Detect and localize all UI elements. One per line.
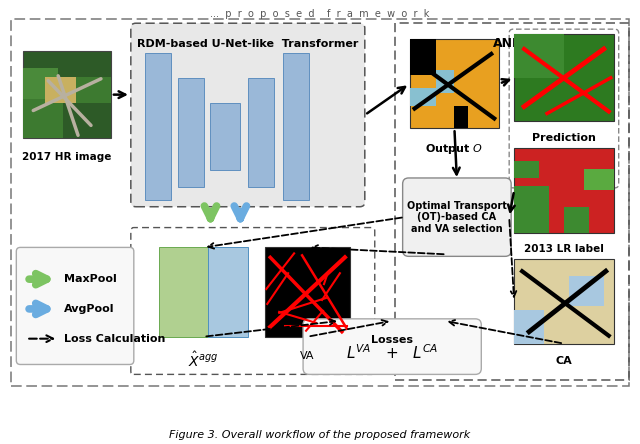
Bar bbox=[23, 95, 63, 138]
Text: MaxPool: MaxPool bbox=[64, 274, 117, 284]
Text: Optimal Transport
(OT)-based CA
and VA selection: Optimal Transport (OT)-based CA and VA s… bbox=[407, 201, 507, 234]
Bar bbox=[395, 23, 628, 381]
Text: $L^{VA}$   $+$   $L^{CA}$: $L^{VA}$ $+$ $L^{CA}$ bbox=[346, 343, 438, 362]
Bar bbox=[569, 276, 604, 306]
Bar bbox=[514, 186, 549, 233]
Bar bbox=[410, 39, 436, 75]
Bar bbox=[211, 103, 241, 170]
Bar bbox=[265, 247, 350, 337]
Bar bbox=[564, 207, 589, 233]
Bar bbox=[76, 77, 111, 103]
Bar bbox=[584, 169, 614, 190]
Text: VA: VA bbox=[300, 351, 315, 361]
Bar bbox=[436, 70, 454, 93]
Text: 2017 HR image: 2017 HR image bbox=[22, 152, 112, 162]
FancyBboxPatch shape bbox=[131, 23, 365, 207]
Bar bbox=[514, 259, 614, 344]
Bar bbox=[145, 53, 171, 200]
Text: ...  p  r  o  p  o  s  e  d    f  r  a  m  e  w  o  r  k: ... p r o p o s e d f r a m e w o r k bbox=[211, 9, 429, 20]
FancyBboxPatch shape bbox=[303, 319, 481, 374]
FancyBboxPatch shape bbox=[17, 247, 134, 365]
Text: 2013 LR label: 2013 LR label bbox=[524, 245, 604, 254]
Text: Loss Calculation: Loss Calculation bbox=[64, 334, 166, 344]
Bar bbox=[410, 39, 499, 128]
Bar bbox=[514, 34, 564, 78]
Text: Figure 3. Overall workflow of the proposed framework: Figure 3. Overall workflow of the propos… bbox=[170, 430, 470, 440]
Bar bbox=[410, 88, 436, 106]
Text: AvgPool: AvgPool bbox=[64, 304, 115, 314]
Text: Prediction: Prediction bbox=[532, 133, 596, 143]
Bar bbox=[12, 19, 628, 386]
Text: Output $\mathit{O}$: Output $\mathit{O}$ bbox=[426, 142, 483, 156]
Bar bbox=[159, 247, 208, 337]
Bar bbox=[208, 247, 248, 337]
Bar bbox=[45, 77, 76, 103]
Bar bbox=[23, 68, 58, 99]
Text: RDM-based U-Net-like  Transformer: RDM-based U-Net-like Transformer bbox=[137, 39, 358, 49]
Bar bbox=[514, 148, 614, 233]
Bar bbox=[514, 161, 539, 178]
Bar bbox=[283, 53, 309, 200]
Text: $\hat{X}^{agg}$: $\hat{X}^{agg}$ bbox=[188, 351, 219, 370]
Bar bbox=[454, 106, 468, 128]
Bar bbox=[248, 78, 274, 187]
Bar bbox=[178, 78, 204, 187]
Text: CA: CA bbox=[556, 356, 572, 365]
Bar bbox=[514, 310, 544, 344]
Text: Losses: Losses bbox=[371, 335, 413, 345]
Bar bbox=[23, 51, 111, 138]
Text: ANLC: ANLC bbox=[493, 37, 530, 50]
Bar bbox=[514, 34, 614, 121]
FancyBboxPatch shape bbox=[403, 178, 511, 256]
Bar bbox=[72, 90, 111, 138]
